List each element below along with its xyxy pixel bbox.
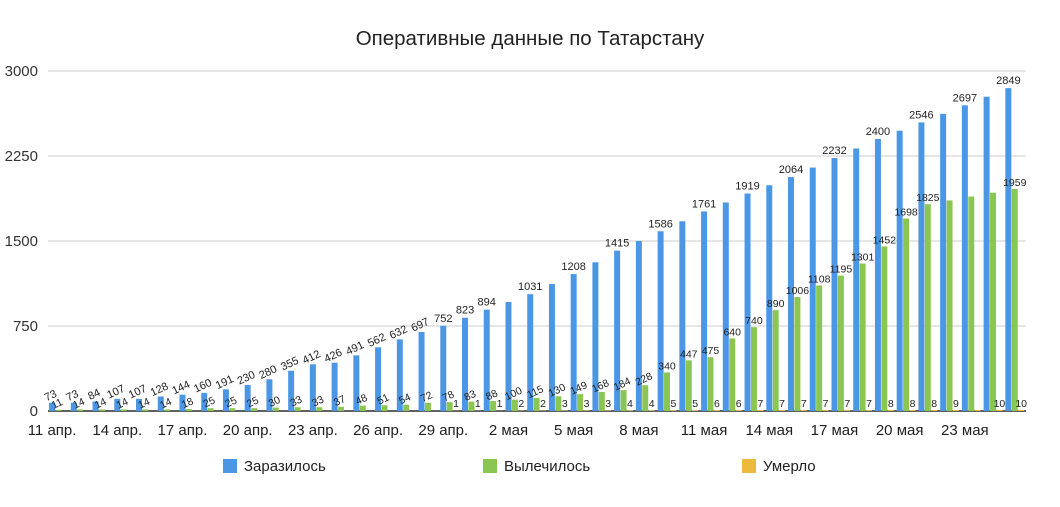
svg-text:750: 750 (13, 318, 38, 335)
svg-text:1500: 1500 (5, 233, 38, 250)
svg-text:20 мая: 20 мая (876, 422, 924, 439)
svg-text:7: 7 (866, 398, 872, 410)
svg-text:11 мая: 11 мая (681, 422, 728, 439)
svg-text:340: 340 (658, 360, 676, 372)
svg-text:5: 5 (671, 398, 677, 410)
svg-text:562: 562 (366, 331, 388, 350)
svg-text:412: 412 (301, 348, 323, 367)
svg-text:426: 426 (322, 347, 344, 366)
svg-text:1031: 1031 (518, 281, 542, 293)
svg-text:17 апр.: 17 апр. (158, 422, 208, 439)
svg-text:Заразилось: Заразилось (244, 458, 326, 475)
svg-text:2546: 2546 (909, 109, 933, 121)
svg-text:Вылечилось: Вылечилось (504, 458, 590, 475)
svg-text:2849: 2849 (996, 75, 1020, 87)
svg-text:Умерло: Умерло (763, 458, 816, 475)
svg-text:4: 4 (627, 398, 633, 410)
svg-text:2400: 2400 (866, 126, 890, 138)
svg-text:3: 3 (605, 398, 611, 410)
svg-text:3: 3 (562, 398, 568, 410)
svg-text:823: 823 (456, 305, 474, 317)
svg-text:1761: 1761 (692, 198, 716, 210)
svg-text:2: 2 (518, 398, 524, 410)
svg-text:23 мая: 23 мая (941, 422, 989, 439)
svg-text:6: 6 (736, 398, 742, 410)
svg-text:2697: 2697 (953, 92, 977, 104)
svg-text:2250: 2250 (5, 148, 38, 165)
svg-text:1: 1 (497, 398, 503, 410)
svg-text:160: 160 (192, 377, 214, 396)
svg-text:144: 144 (170, 379, 192, 398)
svg-text:2232: 2232 (822, 145, 846, 157)
svg-text:1108: 1108 (808, 273, 831, 285)
svg-text:1698: 1698 (894, 207, 918, 219)
svg-text:1452: 1452 (873, 234, 897, 246)
svg-text:230: 230 (236, 369, 258, 388)
svg-text:491: 491 (344, 339, 366, 358)
svg-text:640: 640 (723, 326, 741, 338)
svg-text:697: 697 (409, 316, 431, 335)
svg-text:29 апр.: 29 апр. (418, 422, 468, 439)
svg-text:10: 10 (994, 398, 1006, 410)
svg-text:10: 10 (1015, 398, 1027, 410)
svg-text:1415: 1415 (605, 238, 629, 250)
svg-text:475: 475 (702, 345, 720, 357)
svg-text:3000: 3000 (5, 63, 38, 80)
svg-text:191: 191 (214, 373, 236, 392)
svg-text:2064: 2064 (779, 164, 803, 176)
svg-text:7: 7 (757, 398, 763, 410)
svg-text:5 мая: 5 мая (554, 422, 593, 439)
svg-text:1959: 1959 (1003, 177, 1027, 189)
svg-text:14 апр.: 14 апр. (92, 422, 142, 439)
svg-text:752: 752 (434, 313, 452, 325)
svg-text:1: 1 (453, 398, 459, 410)
svg-text:1301: 1301 (851, 252, 875, 264)
svg-text:20 апр.: 20 апр. (223, 422, 273, 439)
svg-text:2: 2 (540, 398, 546, 410)
svg-text:1208: 1208 (561, 261, 585, 273)
svg-text:8: 8 (931, 398, 937, 410)
svg-text:1919: 1919 (735, 181, 759, 193)
svg-text:5: 5 (692, 398, 698, 410)
svg-text:11 апр.: 11 апр. (28, 422, 77, 439)
svg-text:9: 9 (953, 398, 959, 410)
svg-text:447: 447 (680, 348, 698, 360)
svg-text:8: 8 (888, 398, 894, 410)
svg-text:7: 7 (779, 398, 785, 410)
svg-text:1: 1 (475, 398, 481, 410)
svg-text:8: 8 (910, 398, 916, 410)
svg-text:7: 7 (801, 398, 807, 410)
svg-text:894: 894 (478, 297, 496, 309)
svg-text:7: 7 (823, 398, 829, 410)
svg-text:0: 0 (30, 403, 38, 420)
svg-text:23 апр.: 23 апр. (288, 422, 338, 439)
svg-text:17 мая: 17 мая (811, 422, 859, 439)
svg-text:2 мая: 2 мая (489, 422, 528, 439)
svg-text:890: 890 (767, 298, 785, 310)
svg-text:14 мая: 14 мая (745, 422, 793, 439)
svg-text:740: 740 (745, 315, 763, 327)
svg-text:3: 3 (584, 398, 590, 410)
svg-text:26 апр.: 26 апр. (353, 422, 403, 439)
svg-text:1586: 1586 (648, 218, 672, 230)
svg-text:8 мая: 8 мая (619, 422, 658, 439)
svg-text:4: 4 (649, 398, 655, 410)
svg-text:6: 6 (714, 398, 720, 410)
svg-text:355: 355 (279, 355, 301, 374)
svg-text:7: 7 (844, 398, 850, 410)
svg-text:1825: 1825 (916, 192, 940, 204)
svg-text:1006: 1006 (786, 285, 810, 297)
svg-text:1195: 1195 (830, 264, 853, 276)
svg-text:280: 280 (257, 363, 279, 382)
